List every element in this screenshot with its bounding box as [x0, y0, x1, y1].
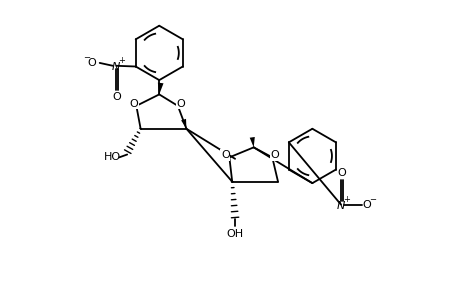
Polygon shape	[250, 137, 255, 147]
Text: O: O	[271, 150, 280, 160]
Text: HO: HO	[104, 152, 121, 162]
Text: −: −	[369, 195, 376, 204]
Text: $N$: $N$	[336, 199, 346, 211]
Text: OH: OH	[226, 229, 244, 239]
Text: O: O	[337, 168, 346, 178]
Text: O: O	[176, 99, 185, 109]
Text: O: O	[221, 150, 230, 160]
Text: O: O	[112, 92, 120, 102]
Text: $N$: $N$	[111, 60, 121, 72]
Text: O: O	[87, 58, 96, 68]
Text: O: O	[362, 200, 371, 210]
Text: +: +	[343, 195, 350, 204]
Polygon shape	[181, 119, 187, 129]
Polygon shape	[158, 83, 164, 95]
Text: +: +	[118, 56, 125, 65]
Text: O: O	[129, 99, 138, 109]
Text: −: −	[83, 53, 90, 62]
